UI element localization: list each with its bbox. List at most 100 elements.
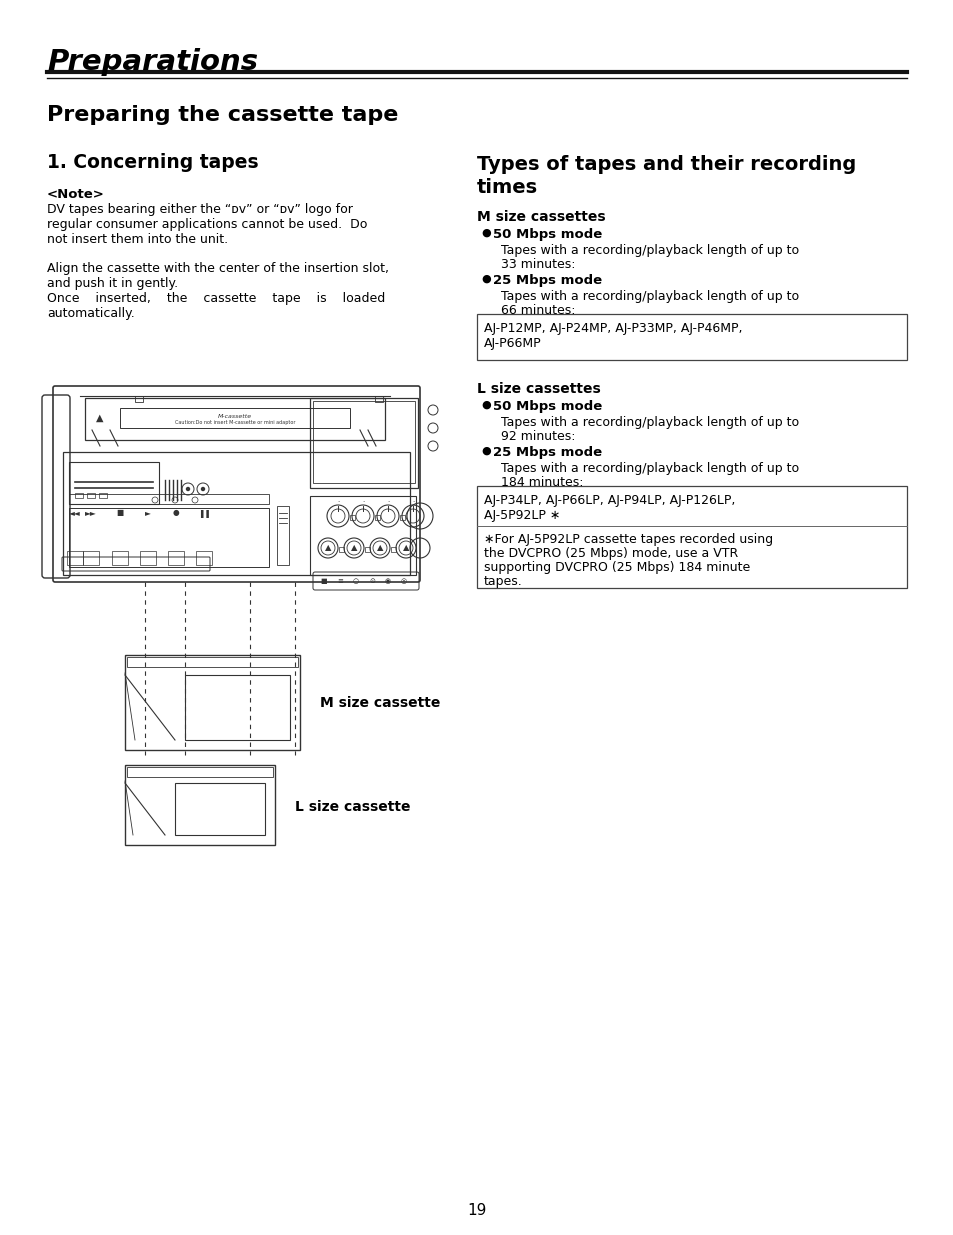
Text: ▲: ▲ (96, 412, 104, 424)
Text: .: . (361, 496, 364, 503)
Bar (168, 551, 184, 564)
Bar (310, 398, 417, 488)
Bar (375, 396, 382, 403)
Text: regular consumer applications cannot be used.  Do: regular consumer applications cannot be … (47, 219, 367, 231)
Bar (120, 408, 350, 429)
Text: AJ-P12MP, AJ-P24MP, AJ-P33MP, AJ-P46MP,: AJ-P12MP, AJ-P24MP, AJ-P33MP, AJ-P46MP, (483, 322, 741, 335)
Bar (69, 508, 269, 567)
Bar (276, 506, 289, 564)
Text: Preparations: Preparations (47, 48, 258, 77)
Text: AJ-P34LP, AJ-P66LP, AJ-P94LP, AJ-P126LP,: AJ-P34LP, AJ-P66LP, AJ-P94LP, AJ-P126LP, (483, 494, 735, 508)
Text: automatically.: automatically. (47, 308, 134, 320)
Bar (75, 493, 83, 498)
Text: ▲: ▲ (376, 543, 383, 552)
Text: Align the cassette with the center of the insertion slot,: Align the cassette with the center of th… (47, 262, 389, 275)
Bar (69, 462, 159, 504)
Text: L size cassette: L size cassette (294, 800, 410, 814)
Text: Types of tapes and their recording: Types of tapes and their recording (476, 156, 856, 174)
Text: 25 Mbps mode: 25 Mbps mode (493, 446, 601, 459)
Text: Caution:Do not insert M-cassette or mini adaptor: Caution:Do not insert M-cassette or mini… (174, 420, 294, 425)
Text: 92 minutes:: 92 minutes: (500, 430, 575, 443)
Text: ○: ○ (353, 578, 358, 584)
Text: 1. Concerning tapes: 1. Concerning tapes (47, 153, 258, 172)
Circle shape (201, 488, 204, 490)
Bar (127, 767, 273, 777)
Text: not insert them into the unit.: not insert them into the unit. (47, 233, 228, 246)
Text: tapes.: tapes. (483, 576, 522, 588)
Text: 184 minutes:: 184 minutes: (500, 475, 583, 489)
Text: ●: ● (480, 274, 490, 284)
Text: DV tapes bearing either the “ᴅᴠ” or “ᴅᴠ” logo for: DV tapes bearing either the “ᴅᴠ” or “ᴅᴠ”… (47, 203, 353, 216)
Text: M-cassette: M-cassette (217, 414, 252, 419)
Text: ●: ● (172, 509, 179, 517)
Bar (338, 547, 344, 552)
Text: 50 Mbps mode: 50 Mbps mode (493, 400, 601, 412)
Text: ►: ► (145, 509, 151, 517)
Text: ■: ■ (116, 509, 124, 517)
Text: 66 minutes:: 66 minutes: (500, 304, 575, 317)
Bar (195, 551, 212, 564)
Text: Tapes with a recording/playback length of up to: Tapes with a recording/playback length o… (500, 416, 799, 429)
Bar (125, 764, 274, 845)
Text: .: . (336, 496, 338, 503)
Circle shape (186, 488, 190, 490)
Bar (310, 496, 416, 576)
Text: ▲: ▲ (324, 543, 331, 552)
Text: ⊙: ⊙ (369, 578, 375, 584)
Text: supporting DVCPRO (25 Mbps) 184 minute: supporting DVCPRO (25 Mbps) 184 minute (483, 561, 749, 574)
Bar (87, 493, 95, 498)
Bar (99, 493, 107, 498)
Bar (135, 396, 143, 403)
Text: ►►: ►► (85, 509, 97, 517)
Text: ■: ■ (320, 578, 327, 584)
Text: ◎: ◎ (400, 578, 407, 584)
Bar (313, 401, 415, 483)
Text: 25 Mbps mode: 25 Mbps mode (493, 274, 601, 287)
Text: AJ-5P92LP ∗: AJ-5P92LP ∗ (483, 509, 559, 522)
Bar (140, 551, 156, 564)
Bar (399, 515, 405, 520)
Bar (350, 515, 355, 520)
Text: M size cassettes: M size cassettes (476, 210, 605, 224)
Text: Once    inserted,    the    cassette    tape    is    loaded: Once inserted, the cassette tape is load… (47, 291, 385, 305)
Bar (69, 494, 269, 504)
Text: 50 Mbps mode: 50 Mbps mode (493, 228, 601, 241)
Text: ▲: ▲ (402, 543, 409, 552)
Text: ∗For AJ-5P92LP cassette tapes recorded using: ∗For AJ-5P92LP cassette tapes recorded u… (483, 534, 772, 546)
Bar (67, 551, 83, 564)
Bar (365, 547, 370, 552)
Bar (85, 398, 385, 440)
Text: ◉: ◉ (384, 578, 391, 584)
Text: ≡: ≡ (336, 578, 342, 584)
Text: .: . (412, 496, 414, 503)
Bar (127, 657, 297, 667)
Text: Preparing the cassette tape: Preparing the cassette tape (47, 105, 398, 125)
Bar (83, 551, 99, 564)
Text: <Note>: <Note> (47, 188, 105, 201)
Text: ❚❚: ❚❚ (197, 509, 211, 517)
Text: and push it in gently.: and push it in gently. (47, 277, 178, 290)
Text: L size cassettes: L size cassettes (476, 382, 600, 396)
Text: .: . (387, 496, 389, 503)
Bar (476, 314, 906, 359)
Text: 33 minutes:: 33 minutes: (500, 258, 575, 270)
Text: ●: ● (480, 446, 490, 456)
Text: times: times (476, 178, 537, 198)
Bar (125, 655, 299, 750)
Bar (174, 783, 265, 835)
Bar (375, 515, 379, 520)
Bar (391, 547, 395, 552)
Text: Tapes with a recording/playback length of up to: Tapes with a recording/playback length o… (500, 245, 799, 257)
Bar (112, 551, 128, 564)
Text: M size cassette: M size cassette (319, 697, 440, 710)
Text: 19: 19 (467, 1203, 486, 1218)
Bar (185, 676, 290, 740)
Bar (476, 487, 906, 588)
Text: AJ-P66MP: AJ-P66MP (483, 337, 541, 350)
Text: ●: ● (480, 228, 490, 238)
Text: ●: ● (480, 400, 490, 410)
Text: the DVCPRO (25 Mbps) mode, use a VTR: the DVCPRO (25 Mbps) mode, use a VTR (483, 547, 738, 559)
Text: ◄◄: ◄◄ (69, 509, 81, 517)
Text: Tapes with a recording/playback length of up to: Tapes with a recording/playback length o… (500, 462, 799, 475)
Bar (63, 452, 410, 576)
